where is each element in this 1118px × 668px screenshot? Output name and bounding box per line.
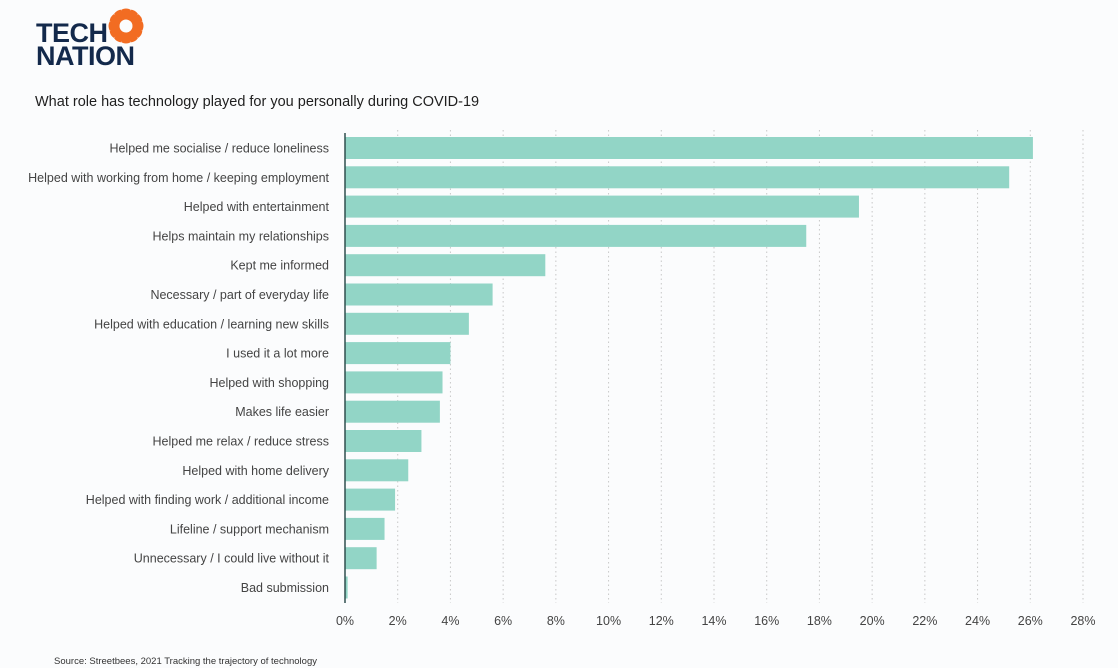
bar bbox=[345, 430, 422, 452]
category-label: Helps maintain my relationships bbox=[153, 229, 329, 243]
category-label: Helped me relax / reduce stress bbox=[153, 435, 329, 449]
x-tick-label: 28% bbox=[1070, 614, 1095, 628]
bar bbox=[345, 283, 493, 306]
category-label: Makes life easier bbox=[235, 405, 329, 419]
x-tick-label: 20% bbox=[860, 614, 885, 628]
bar bbox=[345, 576, 348, 599]
source-note: Source: Streetbees, 2021 Tracking the tr… bbox=[54, 656, 317, 667]
category-label: Kept me informed bbox=[230, 259, 329, 273]
x-tick-label: 24% bbox=[965, 614, 990, 628]
category-label: Helped with home delivery bbox=[182, 464, 329, 478]
bar bbox=[345, 547, 377, 570]
x-tick-label: 18% bbox=[807, 614, 832, 628]
sun-ray bbox=[109, 14, 123, 26]
bar bbox=[345, 254, 546, 277]
category-label: Bad submission bbox=[241, 581, 329, 595]
logo-text-nation: NATION bbox=[36, 41, 135, 71]
bar bbox=[345, 312, 469, 335]
x-tick-label: 10% bbox=[596, 614, 621, 628]
bar bbox=[345, 224, 807, 247]
chart-title: What role has technology played for you … bbox=[35, 94, 480, 110]
tech-nation-logo: TECH NATION bbox=[36, 8, 156, 71]
bar bbox=[345, 195, 859, 218]
bar bbox=[345, 371, 443, 394]
sun-ray bbox=[114, 9, 126, 23]
logo-text-tech: TECH bbox=[36, 18, 108, 48]
category-label: I used it a lot more bbox=[226, 347, 329, 361]
sun-ray bbox=[114, 29, 126, 43]
x-tick-label: 16% bbox=[754, 614, 779, 628]
bar bbox=[345, 517, 385, 540]
category-label: Unnecessary / I could live without it bbox=[134, 552, 330, 566]
x-tick-label: 22% bbox=[912, 614, 937, 628]
x-tick-label: 14% bbox=[701, 614, 726, 628]
category-label: Helped with shopping bbox=[209, 376, 329, 390]
bar bbox=[345, 342, 451, 365]
x-tick-label: 2% bbox=[389, 614, 407, 628]
category-label: Helped with finding work / additional in… bbox=[86, 493, 329, 507]
category-label: Helped with education / learning new ski… bbox=[94, 317, 329, 331]
category-label: Helped with working from home / keeping … bbox=[28, 171, 329, 185]
sun-ray bbox=[126, 9, 138, 23]
bar bbox=[345, 400, 440, 423]
x-tick-label: 12% bbox=[649, 614, 674, 628]
category-label: Lifeline / support mechanism bbox=[170, 522, 329, 536]
category-label: Helped with entertainment bbox=[184, 200, 330, 214]
x-tick-label: 8% bbox=[547, 614, 565, 628]
category-label: Necessary / part of everyday life bbox=[150, 288, 329, 302]
bar bbox=[345, 488, 396, 511]
bar bbox=[345, 459, 409, 482]
sun-icon bbox=[108, 8, 144, 44]
sun-ray bbox=[129, 26, 143, 38]
bar bbox=[345, 166, 1010, 189]
x-tick-label: 4% bbox=[441, 614, 459, 628]
x-tick-label: 26% bbox=[1018, 614, 1043, 628]
x-tick-label: 0% bbox=[336, 614, 354, 628]
x-tick-label: 6% bbox=[494, 614, 512, 628]
category-label: Helped me socialise / reduce loneliness bbox=[109, 142, 329, 156]
bar bbox=[345, 137, 1033, 159]
